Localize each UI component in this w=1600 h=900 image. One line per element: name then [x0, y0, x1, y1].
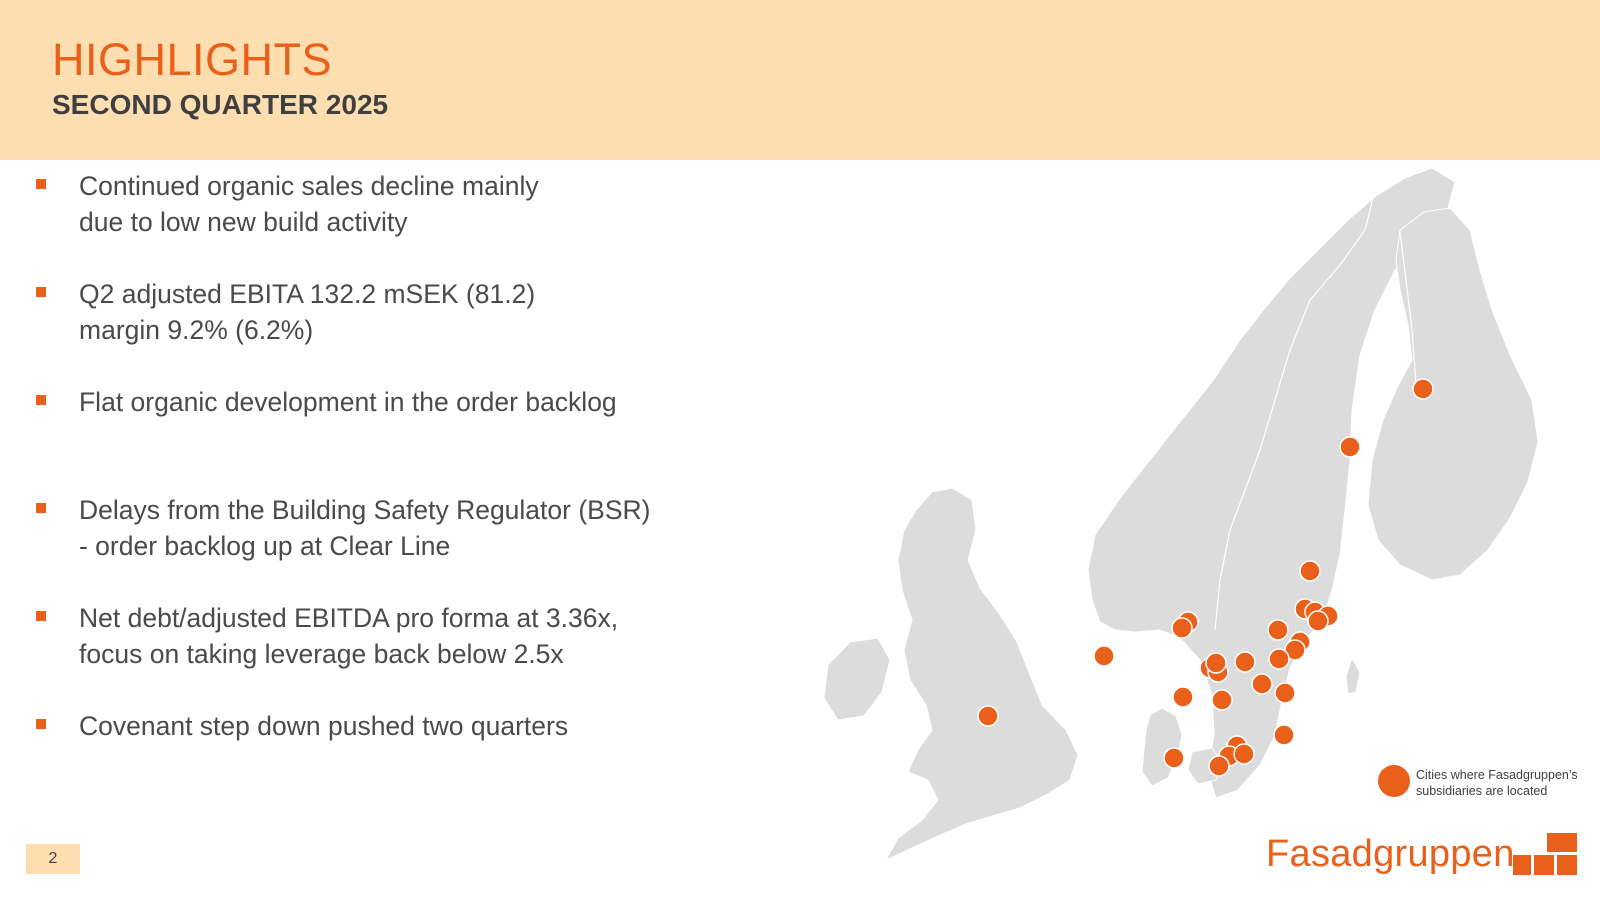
- page-title: HIGHLIGHTS: [52, 34, 333, 85]
- logo-text: Fasadgruppen: [1266, 833, 1515, 875]
- bullet-line: margin 9.2% (6.2%): [79, 315, 314, 345]
- city-marker: [1234, 651, 1256, 673]
- city-marker: [1273, 724, 1295, 746]
- logo-mark-icon: [1513, 833, 1577, 875]
- legend-text: Cities where Fasadgruppen’s subsidiaries…: [1416, 768, 1578, 798]
- city-marker: [977, 705, 999, 727]
- bullet-line: Q2 adjusted EBITA 132.2 mSEK (81.2): [79, 279, 536, 309]
- norway-sweden-border: [1214, 189, 1376, 631]
- city-marker: [1267, 619, 1289, 641]
- page-subtitle: SECOND QUARTER 2025: [52, 89, 389, 120]
- city-marker: [1307, 610, 1329, 632]
- list-item: Delays from the Building Safety Regulato…: [36, 492, 756, 600]
- great-britain-landmass: [884, 487, 1079, 862]
- bullet-line: Net debt/adjusted EBITDA pro forma at 3.…: [79, 603, 619, 633]
- city-marker: [1299, 560, 1321, 582]
- ireland-landmass: [823, 637, 891, 721]
- bullet-marker: [36, 287, 46, 297]
- list-item: Q2 adjusted EBITA 132.2 mSEK (81.2) marg…: [36, 276, 756, 384]
- gotland-landmass: [1345, 656, 1361, 695]
- list-item: Continued organic sales decline mainly d…: [36, 168, 756, 276]
- city-marker: [1093, 645, 1115, 667]
- city-marker: [1268, 648, 1290, 670]
- nordic-uk-map: [823, 167, 1539, 862]
- sweden-finland-border: [1399, 231, 1417, 386]
- legend-marker-icon: [1378, 765, 1410, 797]
- highlights-list: Continued organic sales decline mainly d…: [36, 168, 756, 816]
- bullet-line: due to low new build activity: [79, 207, 408, 237]
- bullet-marker: [36, 503, 46, 513]
- city-marker: [1284, 639, 1306, 661]
- city-marker: [1172, 686, 1194, 708]
- bullet-marker: [36, 719, 46, 729]
- city-marker: [1205, 652, 1227, 674]
- city-marker: [1274, 682, 1296, 704]
- city-marker: [1412, 378, 1434, 400]
- list-item: Net debt/adjusted EBITDA pro forma at 3.…: [36, 600, 756, 708]
- bullet-line: Continued organic sales decline mainly: [79, 171, 539, 201]
- bullet-line: Delays from the Building Safety Regulato…: [79, 495, 651, 525]
- finland-landmass: [1367, 207, 1539, 581]
- list-item: Covenant step down pushed two quarters: [36, 708, 756, 816]
- map-legend: Cities where Fasadgruppen’s subsidiaries…: [1378, 763, 1598, 803]
- company-logo: Fasadgruppen: [1266, 833, 1596, 888]
- header-band: HIGHLIGHTS SECOND QUARTER 2025: [0, 0, 1600, 160]
- bullet-marker: [36, 611, 46, 621]
- city-marker: [1211, 689, 1233, 711]
- bullet-line: - order backlog up at Clear Line: [79, 531, 451, 561]
- city-marker: [1233, 743, 1255, 765]
- page-number: 2: [26, 844, 80, 874]
- city-marker: [1251, 673, 1273, 695]
- city-marker: [1339, 436, 1361, 458]
- bullet-line: Flat organic development in the order ba…: [79, 387, 617, 417]
- scandinavia-landmass: [1087, 167, 1456, 799]
- list-item: Flat organic development in the order ba…: [36, 384, 756, 492]
- denmark-landmass: [1141, 707, 1183, 787]
- bullet-line: focus on taking leverage back below 2.5x: [79, 639, 564, 669]
- bullet-line: Covenant step down pushed two quarters: [79, 711, 569, 741]
- city-marker: [1208, 755, 1230, 777]
- bullet-marker: [36, 179, 46, 189]
- bullet-marker: [36, 395, 46, 405]
- city-marker: [1163, 747, 1185, 769]
- city-marker: [1171, 617, 1193, 639]
